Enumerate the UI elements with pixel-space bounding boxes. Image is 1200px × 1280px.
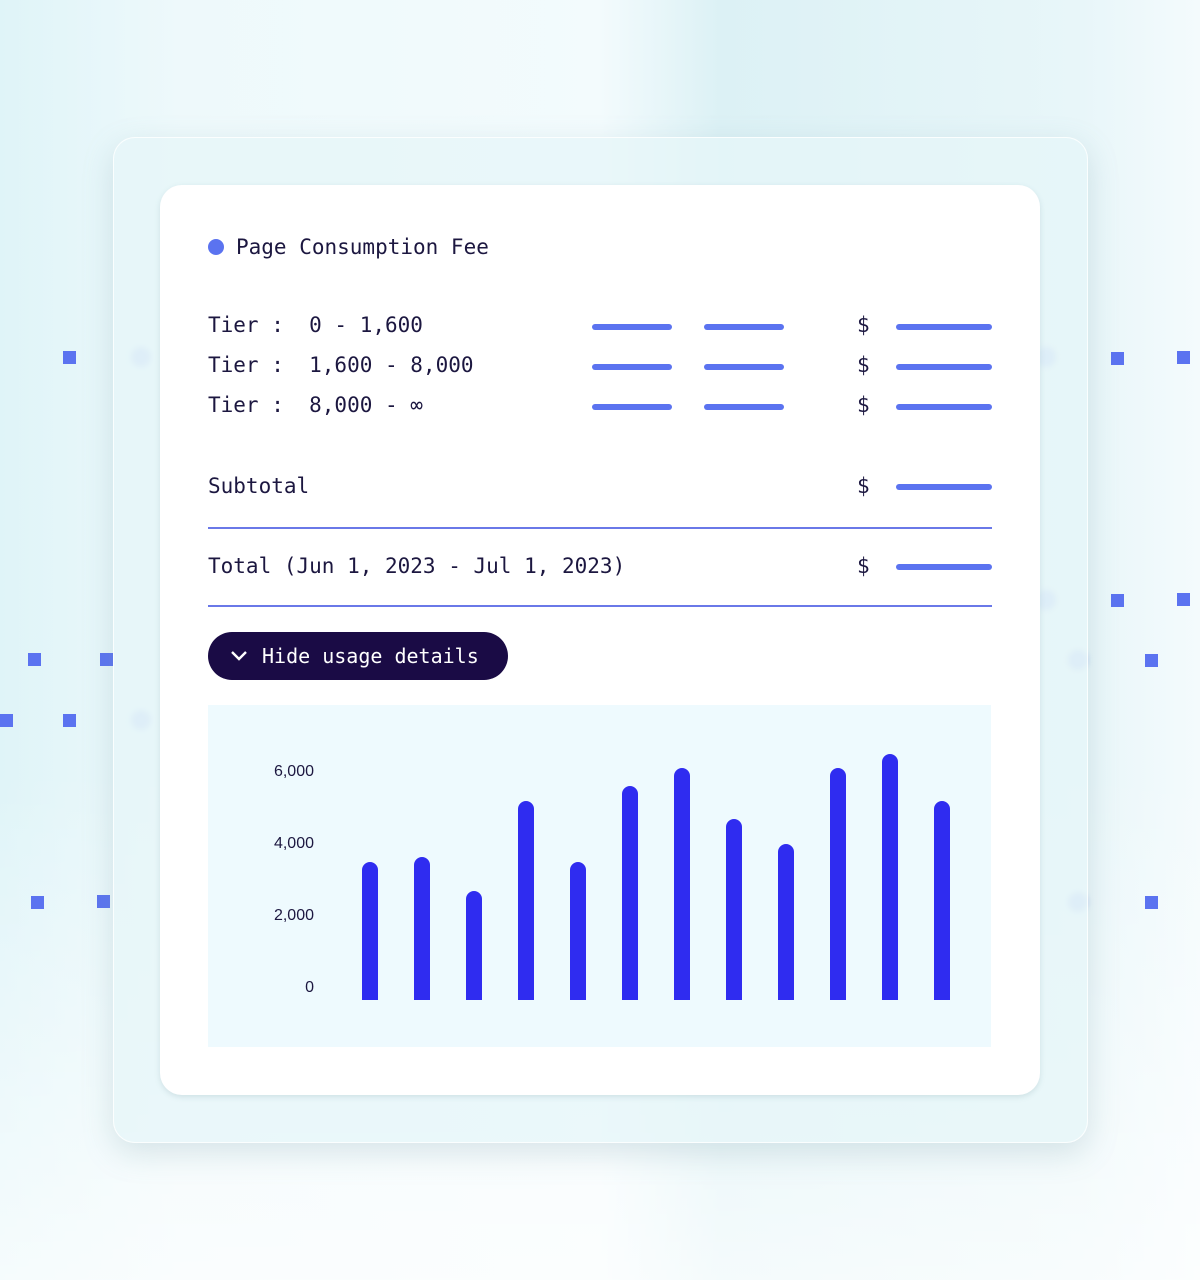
decor-square bbox=[1177, 351, 1190, 364]
currency-symbol: $ bbox=[857, 353, 870, 377]
placeholder-line bbox=[896, 564, 992, 570]
bar bbox=[466, 890, 482, 1000]
placeholder-line bbox=[896, 364, 992, 370]
bar bbox=[726, 818, 742, 1000]
currency-symbol: $ bbox=[857, 554, 870, 578]
placeholder-line bbox=[592, 324, 672, 330]
decor-square bbox=[97, 895, 110, 908]
bar bbox=[934, 800, 950, 1000]
decor-square bbox=[28, 653, 41, 666]
bullet-icon bbox=[208, 239, 224, 255]
decor-square bbox=[100, 653, 113, 666]
divider bbox=[208, 527, 992, 529]
decor-square bbox=[31, 896, 44, 909]
tier-row-label: Tier : 8,000 - ∞ bbox=[208, 393, 423, 417]
y-tick-label: 6,000 bbox=[273, 763, 314, 780]
decor-square bbox=[1177, 593, 1190, 606]
decor-square bbox=[63, 714, 76, 727]
card-title: Page Consumption Fee bbox=[208, 235, 489, 259]
bar bbox=[622, 786, 638, 1000]
total-label: Total (Jun 1, 2023 - Jul 1, 2023) bbox=[208, 554, 626, 578]
y-tick-label: 4,000 bbox=[273, 835, 314, 852]
currency-symbol: $ bbox=[857, 393, 870, 417]
bar bbox=[570, 862, 586, 1000]
subtotal-label: Subtotal bbox=[208, 474, 310, 498]
bar bbox=[414, 856, 430, 1000]
bar bbox=[830, 768, 846, 1000]
decor-square bbox=[1111, 594, 1124, 607]
bar bbox=[778, 844, 794, 1000]
placeholder-line bbox=[704, 364, 784, 370]
decor-square bbox=[1145, 654, 1158, 667]
y-tick-label: 2,000 bbox=[273, 907, 314, 924]
placeholder-line bbox=[896, 484, 992, 490]
decor-square bbox=[63, 351, 76, 364]
tier-row-label: Tier : 1,600 - 8,000 bbox=[208, 353, 474, 377]
bar bbox=[362, 862, 378, 1000]
placeholder-line bbox=[592, 404, 672, 410]
card-title-text: Page Consumption Fee bbox=[236, 235, 489, 259]
bar bbox=[882, 754, 898, 1000]
hide-usage-details-button[interactable]: Hide usage details bbox=[208, 632, 508, 680]
placeholder-line bbox=[704, 404, 784, 410]
placeholder-line bbox=[896, 324, 992, 330]
fee-card: Page Consumption Fee Tier : 0 - 1,600 $ … bbox=[160, 185, 1040, 1095]
decor-square bbox=[1145, 896, 1158, 909]
divider bbox=[208, 605, 992, 607]
bar bbox=[674, 768, 690, 1000]
currency-symbol: $ bbox=[857, 474, 870, 498]
decor-square bbox=[0, 714, 13, 727]
tier-row-label: Tier : 0 - 1,600 bbox=[208, 313, 423, 337]
usage-chart: 0 2,000 4,000 6,000 bbox=[208, 705, 991, 1047]
button-label: Hide usage details bbox=[262, 644, 479, 668]
placeholder-line bbox=[896, 404, 992, 410]
y-tick-label: 0 bbox=[305, 979, 314, 996]
currency-symbol: $ bbox=[857, 313, 870, 337]
chevron-down-icon bbox=[231, 651, 247, 661]
decor-square bbox=[1111, 352, 1124, 365]
placeholder-line bbox=[592, 364, 672, 370]
placeholder-line bbox=[704, 324, 784, 330]
bar bbox=[518, 800, 534, 1000]
